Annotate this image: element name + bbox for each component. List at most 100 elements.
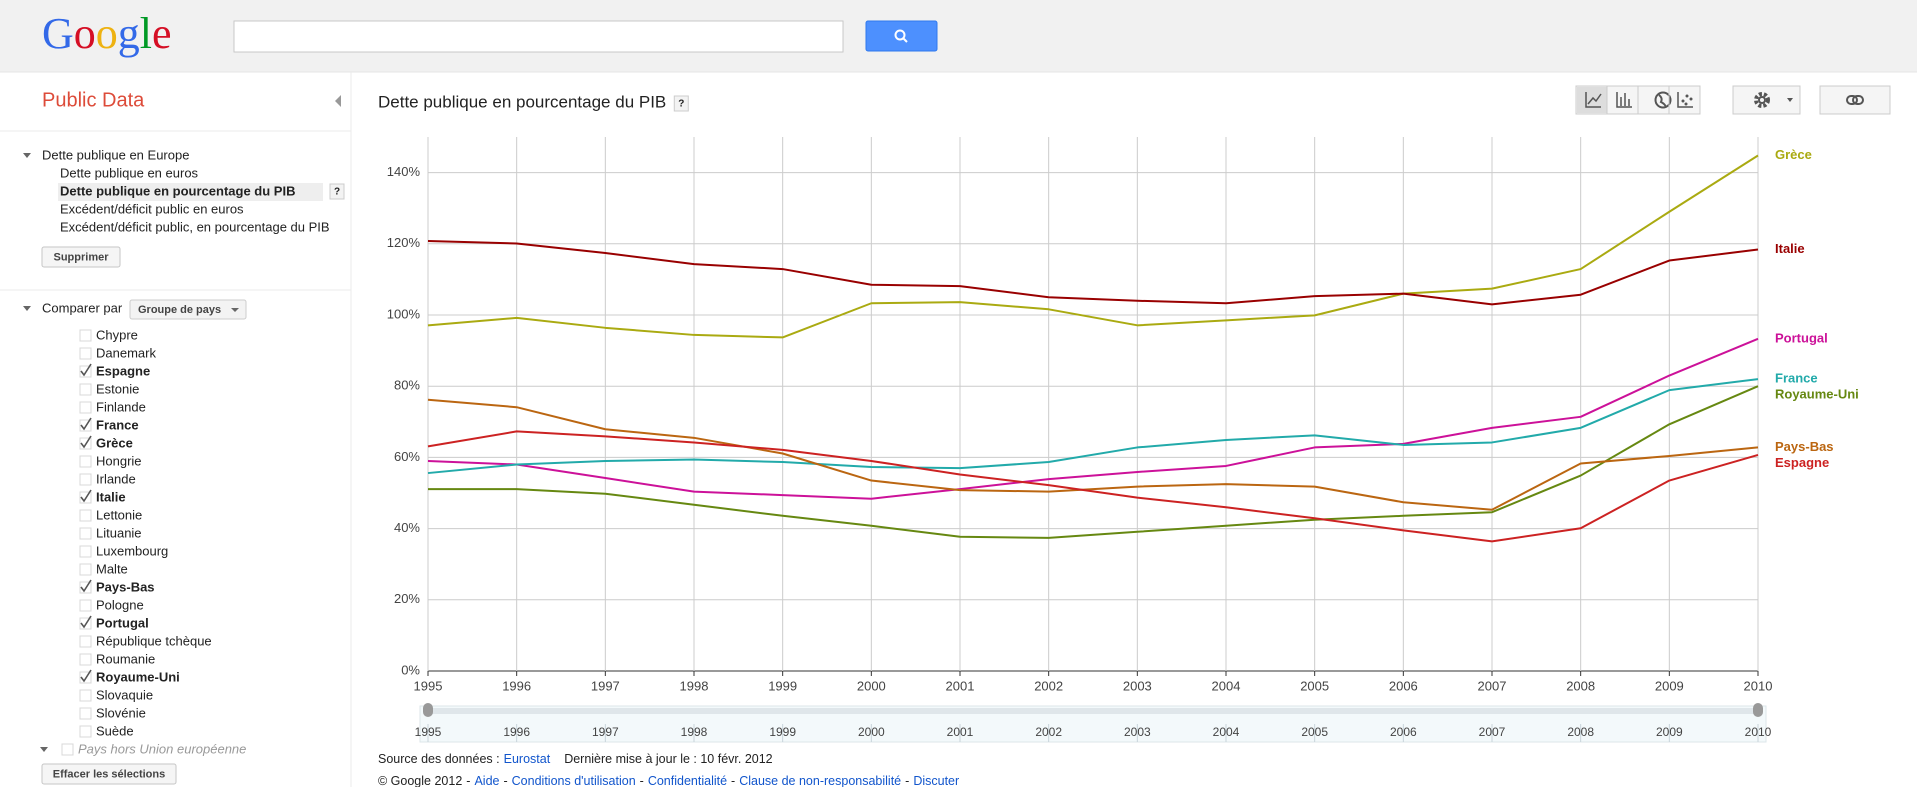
country-option[interactable]: Espagne — [79, 363, 150, 378]
series-line — [427, 378, 1759, 475]
x-tick-label: 2008 — [1566, 678, 1595, 693]
country-label: Malte — [96, 561, 128, 576]
timeline-label: 1996 — [503, 725, 530, 739]
compare-dropdown[interactable]: Groupe de pays — [129, 299, 247, 320]
country-option[interactable]: Italie — [79, 489, 126, 504]
country-option[interactable]: Luxembourg — [79, 543, 168, 558]
country-option[interactable]: Lituanie — [79, 525, 142, 540]
check-mark — [80, 615, 92, 629]
bar-chart-button[interactable] — [1616, 92, 1632, 108]
group-toggle[interactable] — [40, 747, 48, 752]
logo[interactable]: Google — [42, 9, 172, 58]
checkbox — [79, 383, 92, 396]
country-option[interactable]: Lettonie — [79, 507, 142, 522]
updated: Dernière mise à jour le : 10 févr. 2012 — [564, 752, 772, 766]
series-line — [427, 154, 1759, 339]
help-badge[interactable]: ? — [329, 183, 345, 200]
timeline-bar — [428, 708, 1758, 714]
search-button[interactable] — [865, 20, 938, 52]
timeline[interactable]: 1995 1996 1997 1998 1999 2000 2001 2002 2003 2004… — [415, 703, 1772, 743]
checkbox[interactable] — [61, 743, 74, 756]
country-option[interactable]: Slovaquie — [79, 687, 153, 702]
tree-item[interactable]: Dette publique en euros — [60, 165, 199, 180]
series-line — [427, 337, 1759, 500]
button-face — [41, 763, 177, 785]
checkbox — [79, 527, 92, 540]
country-label: Estonie — [96, 381, 139, 396]
series-label[interactable]: Italie — [1775, 241, 1805, 256]
checkbox — [79, 707, 92, 720]
country-label: Hongrie — [96, 453, 142, 468]
country-option[interactable]: Irlande — [79, 471, 136, 486]
country-option[interactable]: Portugal — [79, 615, 149, 630]
country-label: Suède — [96, 723, 134, 738]
tree-toggle[interactable] — [23, 153, 31, 158]
help-box — [329, 183, 345, 200]
series-label[interactable]: Royaume-Uni — [1775, 387, 1859, 402]
search-box[interactable] — [233, 20, 844, 53]
country-label: République tchèque — [96, 633, 212, 648]
country-option[interactable]: Grèce — [79, 435, 133, 450]
x-tick-label: 1995 — [414, 678, 443, 693]
country-option[interactable]: Finlande — [79, 399, 146, 414]
tree-label[interactable]: Dette publique en Europe — [42, 147, 189, 162]
country-option[interactable]: Chypre — [79, 327, 138, 342]
compare-toggle[interactable] — [23, 306, 31, 311]
country-label: Royaume-Uni — [96, 669, 180, 684]
series-label[interactable]: France — [1775, 371, 1818, 386]
collapse-arrow[interactable] — [335, 95, 341, 107]
tree-item[interactable]: Excédent/déficit public en euros — [60, 201, 244, 216]
footer-links: © Google 2012- Aide - Conditions d'utilisat… — [378, 774, 959, 787]
help-badge[interactable]: ? — [673, 95, 689, 112]
tree-item[interactable]: Excédent/déficit public, en pourcentage … — [60, 219, 330, 234]
footer-link[interactable]: Discuter — [913, 774, 959, 787]
country-label: Danemark — [96, 345, 156, 360]
source-link[interactable]: Eurostat — [504, 752, 551, 766]
series-label[interactable]: Pays-Bas — [1775, 439, 1834, 454]
x-tick-label: 1997 — [591, 678, 620, 693]
checkbox — [79, 401, 92, 414]
country-option[interactable]: Danemark — [79, 345, 156, 360]
series-label[interactable]: Espagne — [1775, 455, 1829, 470]
settings-button[interactable] — [1732, 85, 1801, 115]
check-mark — [80, 489, 92, 503]
country-option[interactable]: Roumanie — [79, 651, 155, 666]
separator: - — [466, 774, 470, 787]
country-option[interactable]: Suède — [79, 723, 134, 738]
tree-item[interactable]: Dette publique en pourcentage du PIB — [60, 183, 295, 198]
sidebar-list: Dette publique en euros? Dette publique e… — [40, 165, 345, 756]
logo-letter: e — [152, 9, 172, 58]
country-option[interactable]: Pays-Bas — [79, 579, 155, 594]
line-chart-icon — [1585, 92, 1602, 108]
country-option[interactable]: République tchèque — [79, 633, 212, 648]
country-label: France — [96, 417, 139, 432]
country-option[interactable]: Royaume-Uni — [79, 669, 180, 684]
timeline-label: 2000 — [858, 725, 885, 739]
footer-link[interactable]: Aide — [474, 774, 499, 787]
chart-type-toolbar — [1575, 85, 1701, 115]
country-option[interactable]: Pologne — [79, 597, 144, 612]
country-option[interactable]: Slovénie — [79, 705, 146, 720]
footer-link[interactable]: Conditions d'utilisation — [512, 774, 636, 787]
country-option[interactable]: Malte — [79, 561, 128, 576]
country-option[interactable]: France — [79, 417, 139, 432]
series-label[interactable]: Portugal — [1775, 330, 1828, 345]
remove-button[interactable]: Supprimer — [41, 246, 121, 268]
map-chart-button[interactable] — [1654, 91, 1672, 109]
series-label[interactable]: Grèce — [1775, 147, 1812, 162]
footer-link[interactable]: Confidentialité — [648, 774, 727, 787]
country-option[interactable]: Estonie — [79, 381, 139, 396]
scatter-chart-button[interactable] — [1677, 92, 1693, 108]
x-tick-label: 2004 — [1212, 678, 1241, 693]
country-label: Finlande — [96, 399, 146, 414]
timeline-handle[interactable] — [423, 703, 433, 717]
country-option[interactable]: Hongrie — [79, 453, 142, 468]
clear-button[interactable]: Effacer les sélections — [41, 763, 177, 785]
separator: - — [731, 774, 735, 787]
separator: - — [503, 774, 507, 787]
footer-link[interactable]: Clause de non-responsabilité — [739, 774, 901, 787]
timeline-handle[interactable] — [1753, 703, 1763, 717]
link-button[interactable] — [1819, 85, 1891, 115]
checkbox — [79, 455, 92, 468]
